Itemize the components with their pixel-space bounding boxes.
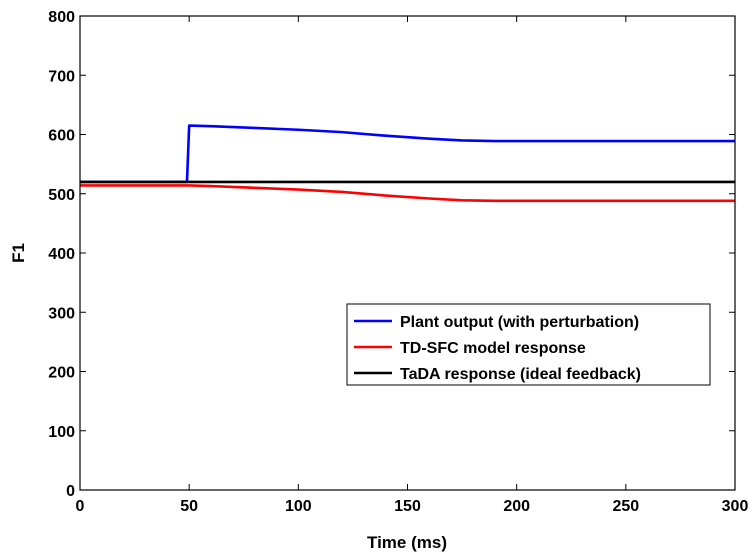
x-tick-label: 50 [180, 498, 198, 515]
plot-frame [79, 15, 736, 491]
x-tick-label: 200 [503, 498, 530, 515]
legend-label-3: TaDA response (ideal feedback) [400, 366, 641, 383]
legend-label-1: Plant output (with perturbation) [400, 314, 639, 331]
legend-box [346, 303, 711, 386]
y-tick-label: 200 [48, 365, 75, 382]
y-tick-label: 100 [48, 424, 75, 441]
legend-label-2: TD-SFC model response [400, 340, 586, 357]
x-tick-label: 250 [612, 498, 639, 515]
x-axis-label: Time (ms) [367, 533, 447, 552]
y-tick-label: 0 [66, 483, 75, 500]
plot-lines [80, 124, 735, 203]
y-tick-label: 800 [48, 9, 75, 26]
series-line-1 [80, 124, 735, 184]
y-tick-label: 700 [48, 68, 75, 85]
y-tick-label: 500 [48, 187, 75, 204]
x-tick-label: 300 [722, 498, 749, 515]
ticks [79, 15, 736, 491]
y-tick-label: 300 [48, 305, 75, 322]
y-tick-label: 400 [48, 246, 75, 263]
y-tick-label: 600 [48, 128, 75, 145]
legend: Plant output (with perturbation) TD-SFC m… [346, 303, 711, 386]
x-tick-label: 100 [285, 498, 312, 515]
x-tick-label: 150 [394, 498, 421, 515]
series-line-2 [80, 184, 735, 203]
y-axis-label: F1 [9, 243, 28, 263]
tick-labels: 0 50 100 150 200 250 300 0 100 200 300 400 500 600 700… [48, 9, 748, 515]
x-tick-label: 0 [76, 498, 85, 515]
